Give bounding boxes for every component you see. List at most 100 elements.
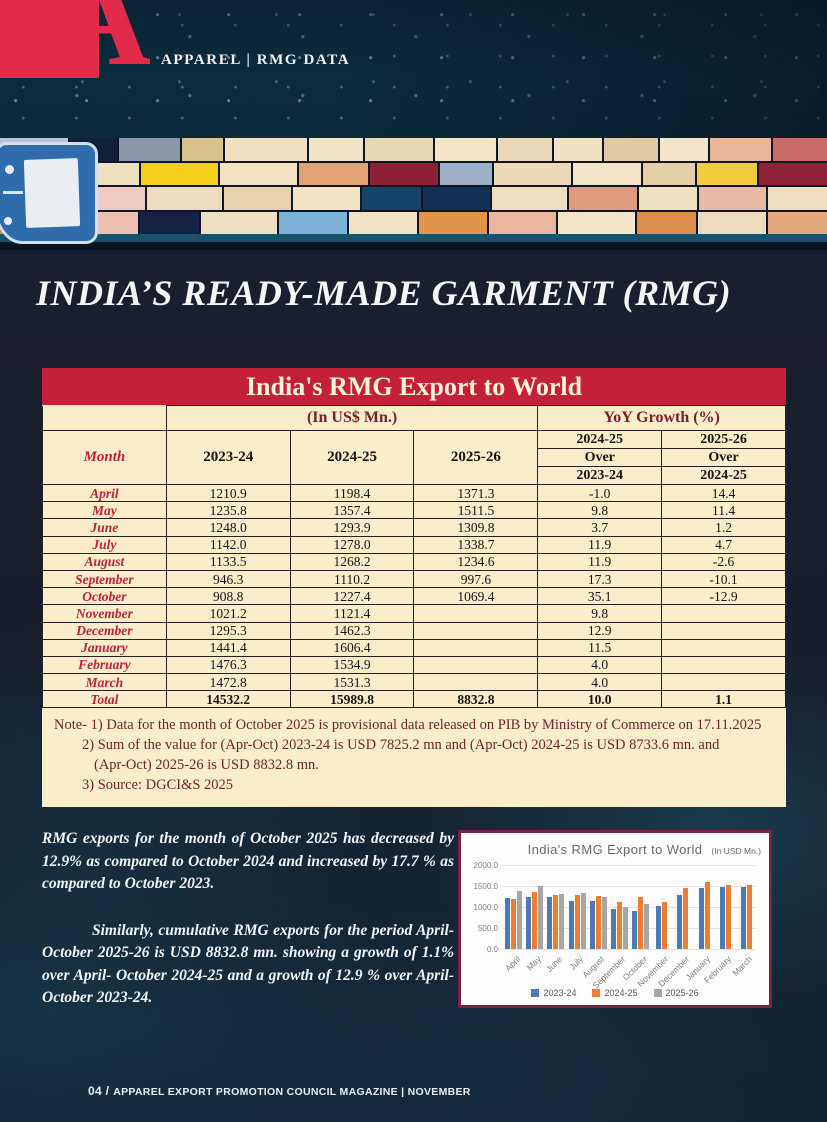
bar-2023-24 (589, 901, 595, 949)
shipping-container (141, 162, 219, 185)
value-cell (661, 621, 786, 640)
shipping-container (348, 211, 417, 234)
shipping-container (225, 138, 307, 161)
bar-group-february (715, 865, 736, 949)
value-cell: 1133.5 (165, 552, 291, 571)
legend-swatch (653, 989, 662, 997)
shipping-container (660, 138, 708, 161)
value-cell: 1441.4 (165, 638, 291, 657)
shipping-container (636, 211, 696, 234)
legend-label: 2024-25 (604, 988, 638, 998)
container-row (0, 162, 827, 185)
table-row: March 1472.8 1531.3 4.0 (42, 673, 786, 692)
bar-2024-25 (532, 892, 538, 949)
legend-swatch (592, 989, 601, 997)
value-cell: 1531.3 (289, 673, 415, 692)
ship-bridge-detail (4, 217, 12, 225)
shipping-container (493, 162, 571, 185)
y-axis-tick-label: 0.0 (486, 945, 498, 954)
bar-2024-25 (638, 897, 644, 949)
value-cell (661, 673, 786, 692)
y-axis-tick-label: 1500.0 (473, 882, 498, 891)
shipping-container (422, 187, 490, 210)
shipping-container (362, 187, 421, 210)
shipping-container (643, 162, 695, 185)
value-cell: 1198.4 (289, 483, 415, 503)
bar-2023-24 (698, 888, 704, 949)
bar-2024-25 (725, 884, 731, 949)
table-row: April 1210.9 1198.4 1371.3 -1.0 14.4 (42, 483, 786, 503)
bar-group-april (503, 865, 524, 949)
bar-group-july (567, 865, 588, 949)
body-text: RMG exports for the month of October 202… (42, 828, 454, 1010)
note-line: Note- 1) Data for the month of October 2… (54, 717, 762, 734)
value-cell: 1371.3 (413, 483, 539, 503)
chart-unit-label: (In USD Mn.) (711, 846, 761, 856)
value-cell: 1357.4 (289, 501, 415, 520)
brand-letter-a-logo: A (50, 0, 152, 95)
value-cell: 1.2 (661, 518, 786, 537)
value-cell: -12.9 (661, 587, 786, 606)
bar-group-october (630, 865, 651, 949)
bar-2025-26 (644, 904, 650, 949)
bar-2024-25 (662, 901, 668, 949)
bar-2025-26 (601, 897, 607, 949)
usd-group-header: (In US$ Mn.) (165, 405, 539, 431)
legend-swatch (531, 989, 540, 997)
legend-label: 2025-26 (665, 988, 699, 998)
month-cell: August (42, 552, 167, 571)
value-cell: 946.3 (165, 569, 291, 589)
value-cell: 1121.4 (289, 604, 415, 623)
value-cell: 1278.0 (289, 535, 415, 554)
value-cell: 1472.8 (165, 673, 291, 692)
month-cell: November (42, 604, 167, 623)
value-cell: 1511.5 (413, 501, 539, 520)
shipping-container (418, 211, 487, 234)
ship-deck-stripe (0, 234, 827, 242)
note-line: 2) Sum of the value for (Apr-Oct) 2023-2… (82, 737, 720, 754)
year-column-header: 2023-24 (165, 430, 291, 485)
page-title: INDIA’S READY-MADE GARMENT (RMG) (36, 273, 732, 313)
chart-plot-area: 2000.0 1500.0 1000.0 500.0 0.0 (474, 861, 757, 954)
value-cell: -1.0 (537, 483, 663, 503)
value-cell: 1235.8 (165, 501, 291, 520)
shipping-container (768, 187, 827, 210)
bar-group-march (736, 865, 757, 949)
value-cell: 1338.7 (413, 535, 539, 554)
value-cell: 12.9 (537, 621, 663, 640)
bar-2023-24 (610, 909, 616, 949)
shipping-container (200, 211, 278, 234)
bar-2025-26 (580, 892, 586, 949)
month-cell: June (42, 518, 167, 537)
container-row (0, 211, 827, 234)
gridline (503, 949, 757, 950)
table-row: June 1248.0 1293.9 1309.8 3.7 1.2 (42, 518, 786, 537)
section-tagline: APPAREL | RMG DATA (161, 52, 351, 68)
shipping-container (299, 162, 368, 185)
shipping-container (220, 162, 298, 185)
table-row: July 1142.0 1278.0 1338.7 11.9 4.7 (42, 535, 786, 554)
value-cell: 1462.3 (289, 621, 415, 640)
value-cell: 1210.9 (165, 483, 291, 503)
hero-ocean-photo: A APPAREL | RMG DATA (0, 0, 827, 250)
value-cell: 1293.9 (289, 518, 415, 537)
value-cell: 1.1 (661, 690, 786, 709)
value-cell: 1227.4 (289, 587, 415, 606)
table-row: December 1295.3 1462.3 12.9 (42, 621, 786, 640)
month-cell: March (42, 673, 167, 692)
value-cell: 35.1 (537, 587, 663, 606)
table-row: February 1476.3 1534.9 4.0 (42, 655, 786, 675)
value-cell: 1142.0 (165, 535, 291, 554)
value-cell: 11.4 (661, 501, 786, 520)
value-cell: 4.7 (661, 535, 786, 554)
legend-item-2024-25: 2024-25 (592, 988, 638, 998)
bar-2025-26 (517, 891, 523, 949)
value-cell (413, 621, 539, 640)
month-cell: October (42, 587, 167, 606)
value-cell: 1295.3 (165, 621, 291, 640)
bar-group-january (694, 865, 715, 949)
value-cell: 1309.8 (413, 518, 539, 537)
value-cell: 4.0 (537, 673, 663, 692)
value-cell: 1234.6 (413, 552, 539, 571)
